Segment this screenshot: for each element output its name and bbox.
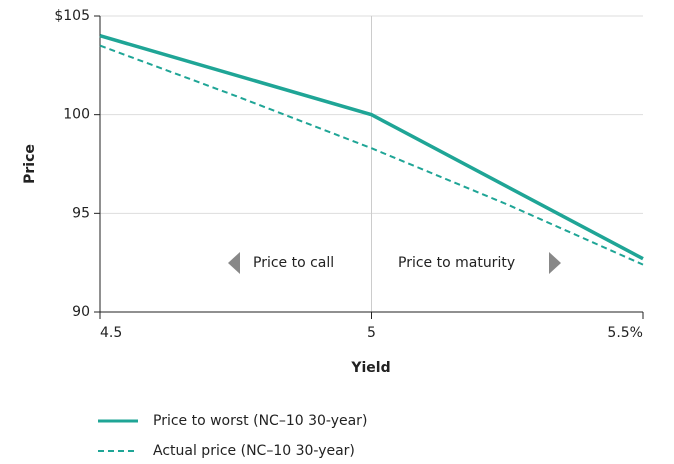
x-axis-label: Yield [350, 360, 390, 376]
annotation: Price to call [253, 255, 334, 271]
annotation: Price to maturity [398, 255, 515, 271]
arrow-left [228, 252, 240, 274]
y-axis-label: Price [22, 144, 38, 184]
y-tick-label: 90 [72, 304, 90, 320]
x-tick-label: 4.5 [100, 325, 122, 341]
legend-label: Actual price (NC–10 30-year) [153, 443, 355, 459]
legend-label: Price to worst (NC–10 30-year) [153, 413, 367, 429]
y-tick-label: $105 [54, 8, 90, 24]
y-tick-label: 95 [72, 205, 90, 221]
arrow-right [549, 252, 561, 274]
line [99, 44, 644, 266]
y-tick-label: 100 [63, 107, 90, 123]
x-tick-label: 5.5% [607, 325, 643, 341]
line [99, 34, 644, 261]
x-tick-label: 5 [367, 325, 376, 341]
